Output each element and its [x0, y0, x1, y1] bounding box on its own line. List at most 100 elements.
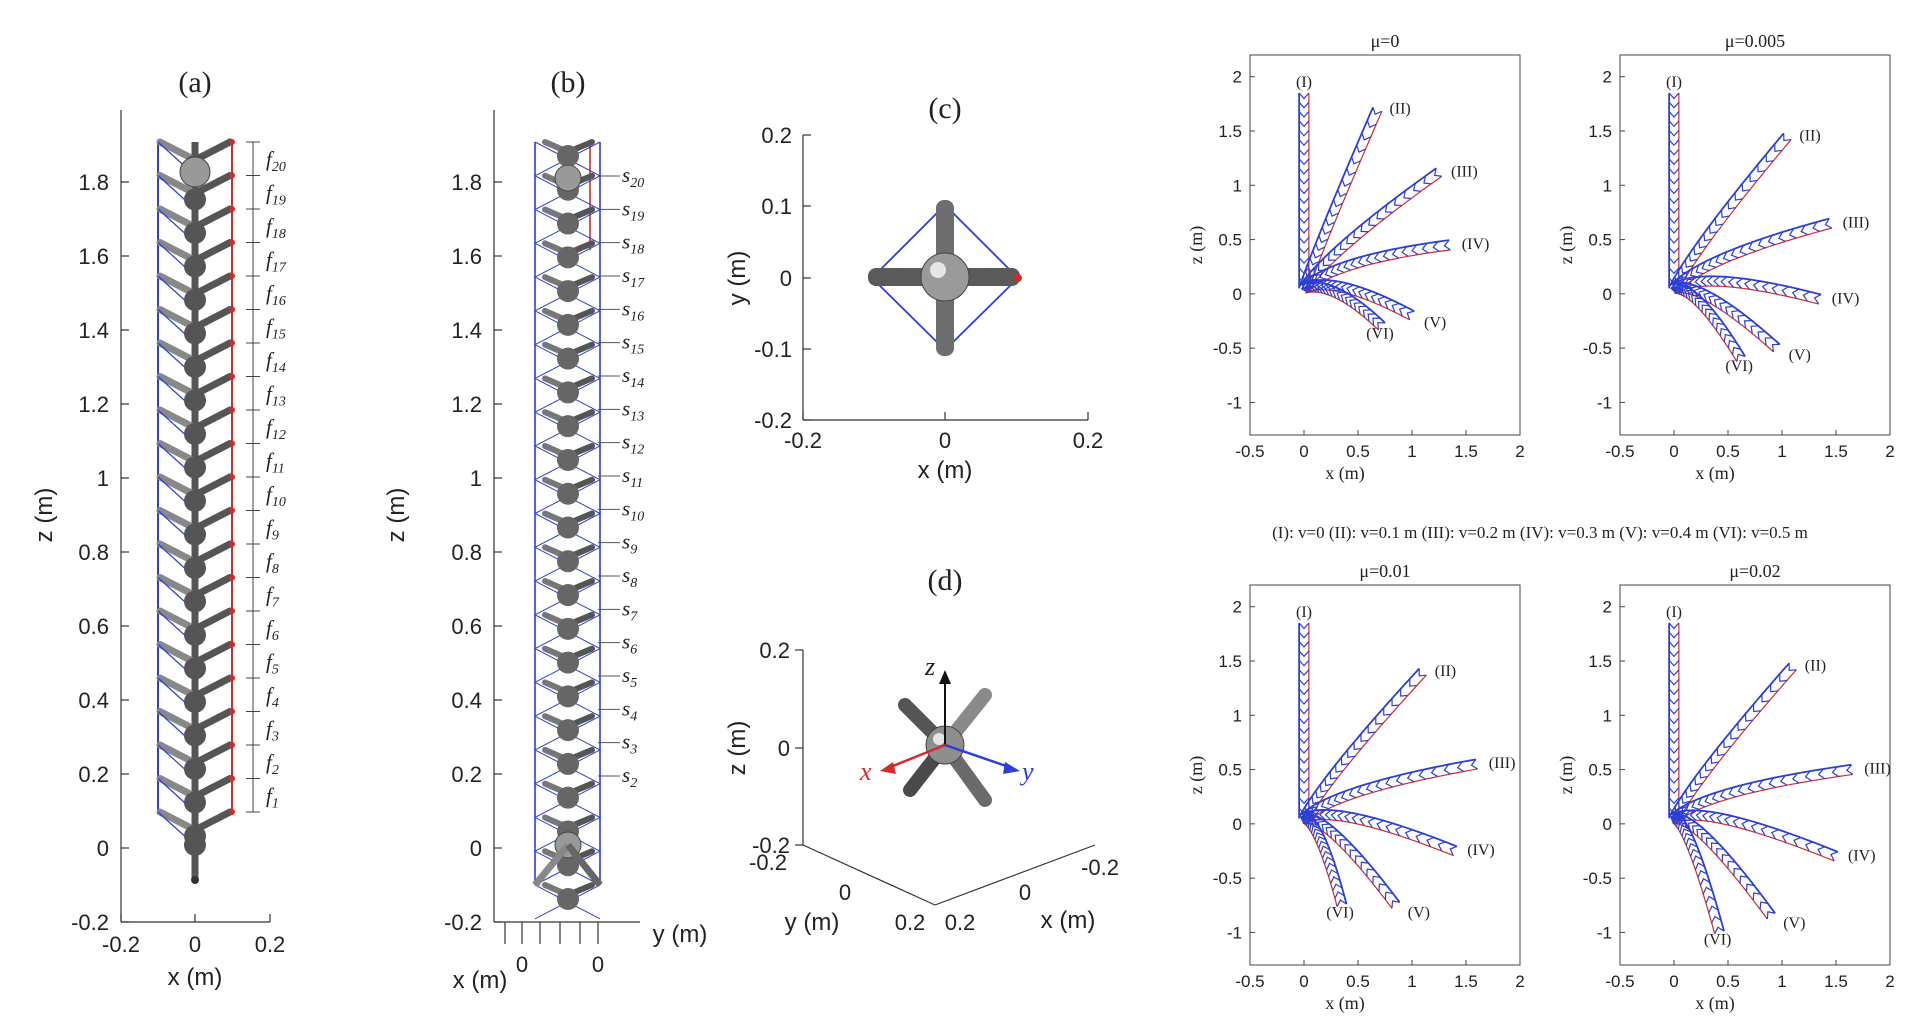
panel-c: (c) 0.2 0.1 0 -0.1 -0.2-0.2 0 0.2 x (m) y (m)	[724, 92, 1103, 484]
f-label: f19	[266, 180, 286, 208]
joint-sphere	[184, 557, 206, 579]
curve-chevron	[1324, 285, 1333, 296]
curve-chevron	[1317, 282, 1325, 294]
ytick-label: 0	[1233, 815, 1242, 834]
curve-chevron	[1318, 840, 1328, 849]
panel-d-ytick-0: -0.2	[749, 850, 787, 875]
curve-chevron	[1694, 862, 1705, 871]
curve-chevron	[1694, 276, 1702, 287]
curve-chevron	[1677, 271, 1687, 280]
red-node	[229, 641, 235, 648]
curve-chevron	[1668, 158, 1680, 166]
curve-chevron	[1781, 286, 1789, 297]
joint-sphere	[557, 854, 579, 877]
curve-chevron	[1737, 314, 1746, 324]
ytick-label: 1.5	[1218, 652, 1242, 671]
curve-chevron	[1368, 217, 1377, 227]
panel-d-xtick-0: 0.2	[945, 910, 976, 935]
f-label: f8	[266, 549, 279, 577]
curve-chevron	[1774, 143, 1783, 153]
ytick-label: 0.5	[1218, 231, 1242, 250]
curve-chevron	[1668, 217, 1680, 224]
xtick-label: 0	[1669, 442, 1678, 461]
curve-label: (II)	[1435, 663, 1456, 680]
ytick-label: 0	[1603, 285, 1612, 304]
joint-sphere	[557, 482, 579, 505]
curve-chevron	[1319, 270, 1328, 280]
curve-chevron	[1398, 306, 1407, 317]
curve-chevron	[1298, 797, 1310, 805]
curve-chevron	[1353, 230, 1362, 239]
curve-chevron	[1298, 139, 1310, 147]
curve-chevron	[1423, 175, 1432, 185]
curve-chevron	[1668, 707, 1680, 715]
curve-label: (VI)	[1704, 931, 1732, 948]
velocity-legend: (I): v=0 (II): v=0.1 m (III): v=0.2 m (I…	[1272, 523, 1808, 542]
curve-chevron	[1341, 178, 1352, 187]
curve-chevron	[1721, 854, 1730, 863]
s-label: s19	[622, 196, 644, 224]
curve-chevron	[1668, 111, 1680, 118]
ytick-label: 0.8	[78, 540, 109, 565]
red-node	[229, 407, 235, 413]
curve-chevron	[1319, 809, 1326, 821]
f-label: f10	[266, 482, 286, 510]
curve-chevron	[1298, 622, 1310, 630]
curve-blue-edge	[1671, 809, 1839, 853]
curve-chevron	[1696, 828, 1705, 837]
ytick-label: 0.2	[761, 123, 792, 148]
xtick-label: 1	[1777, 442, 1786, 461]
top-sphere	[179, 156, 211, 188]
joint-sphere	[557, 516, 579, 539]
curve-chevron	[1783, 133, 1792, 142]
curve-chevron	[1298, 177, 1310, 185]
curve-chevron	[1766, 911, 1776, 920]
s-label: s13	[622, 396, 644, 424]
curve-chevron	[1406, 310, 1415, 321]
xtick-label: -0.5	[1605, 442, 1634, 461]
curve-chevron	[1328, 286, 1337, 297]
ytick-label: 0.5	[1588, 761, 1612, 780]
curve-chevron	[1357, 256, 1366, 267]
curve-chevron	[1304, 816, 1313, 826]
curve-label: (V)	[1408, 904, 1430, 921]
ytick-label: 1.4	[451, 318, 482, 343]
curve-chevron	[1695, 810, 1703, 821]
curve-chevron	[1470, 758, 1478, 770]
curve-chevron	[1791, 288, 1800, 299]
curve-chevron	[1366, 868, 1375, 877]
curve-chevron	[1319, 784, 1329, 793]
curve-chevron	[1817, 768, 1826, 780]
s-label: s5	[622, 663, 637, 691]
subplot-1: μ=0.005 -0.5 0 0.5 1 1.5 2 2 1.5 1 0.5 0 -0.5 -1 x (m)…	[1556, 31, 1895, 484]
curve-chevron	[1694, 777, 1703, 786]
curve-chevron	[1735, 278, 1743, 289]
curve-chevron	[1779, 673, 1788, 682]
curve-chevron	[1779, 775, 1788, 786]
curve-chevron	[1359, 815, 1367, 826]
curve-chevron	[1710, 842, 1719, 851]
curve-red-edge	[1307, 175, 1443, 292]
curve-chevron	[1393, 197, 1402, 207]
curve-chevron	[1698, 300, 1706, 309]
curve-blue-edge	[1301, 809, 1458, 848]
curve-chevron	[1334, 764, 1344, 773]
joint-sphere	[184, 322, 206, 345]
curve-chevron	[1702, 886, 1713, 895]
curve-chevron	[1690, 848, 1700, 857]
curve-blue-edge	[1671, 275, 1822, 296]
xtick-label: 0	[1299, 972, 1308, 991]
curve-label: (II)	[1799, 127, 1820, 144]
panel-a-x-ticks: -0.2 0 0.2	[102, 914, 285, 957]
curve-chevron	[1668, 92, 1680, 100]
curve-chevron	[1719, 327, 1729, 337]
curve-chevron	[1318, 235, 1329, 244]
curve-chevron	[1800, 225, 1808, 236]
ytick-label: -0.2	[754, 408, 792, 433]
curve-chevron	[1329, 209, 1339, 217]
curve-chevron	[1298, 111, 1310, 118]
curve-chevron	[1684, 284, 1693, 295]
curve-chevron	[1694, 297, 1703, 306]
curve-chevron	[1716, 813, 1724, 824]
subplot-grid: μ=0 -0.5 0 0.5 1 1.5 2 2 1.5 1 0.5 0 -0.5 -1 x (m) z (m…	[1186, 31, 1895, 1014]
